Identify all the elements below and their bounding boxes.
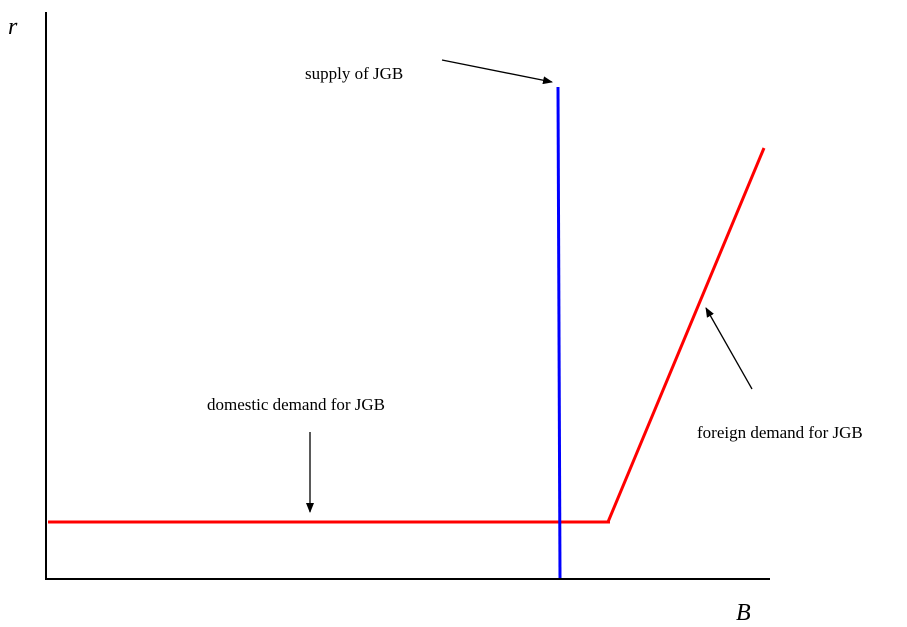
foreign-demand-curve (606, 147, 766, 523)
x-axis-label: B (736, 600, 751, 626)
foreign-demand-label: foreign demand for JGB (697, 423, 863, 442)
supply-label: supply of JGB (305, 64, 403, 83)
supply-curve (556, 86, 562, 579)
foreign-demand-arrow (705, 307, 753, 390)
domestic-demand-label: domestic demand for JGB (207, 395, 385, 414)
y-axis-label: r (8, 14, 18, 40)
supply-arrow (441, 59, 553, 85)
